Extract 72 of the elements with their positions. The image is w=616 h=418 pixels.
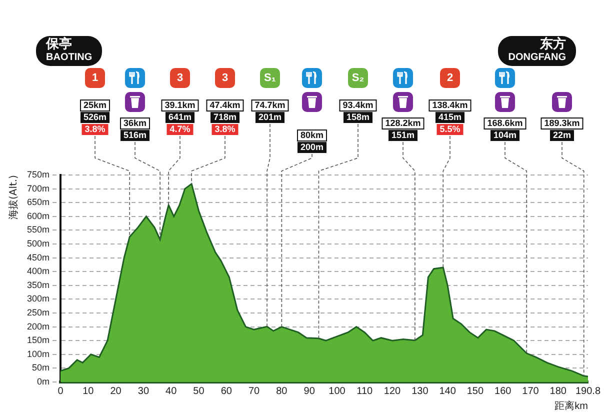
text: 39.1km — [164, 100, 196, 110]
text: 168.6km — [487, 118, 523, 128]
sprint-icon: S₂ — [348, 68, 368, 88]
text: 74.7km — [254, 100, 286, 110]
text: 25km — [83, 100, 107, 110]
annotation: 516m — [123, 130, 147, 140]
y-tick-label: 450m — [27, 252, 50, 262]
y-tick-label: 300m — [27, 294, 50, 304]
annotation: 5.5% — [440, 124, 460, 134]
y-axis-title: 海拔(Alt.) — [8, 174, 20, 220]
mountain-icon: 3 — [215, 68, 235, 88]
sprint-icon: S₁ — [260, 68, 280, 88]
x-tick-label: 70 — [248, 386, 260, 397]
text: 189.3km — [544, 118, 580, 128]
mountain-icon: 3 — [170, 68, 190, 88]
x-tick-label: 20 — [110, 386, 122, 397]
x-tick-label: 180 — [550, 386, 567, 397]
place-sign: 保亭 BAOTING — [36, 36, 102, 66]
y-tick-label: 400m — [27, 266, 50, 276]
x-tick-label: 80 — [276, 386, 288, 397]
x-tick-label: 90 — [304, 386, 316, 397]
y-tick-label: 150m — [27, 335, 50, 346]
x-tick-label: 60 — [220, 386, 232, 397]
text: 138.4km — [432, 100, 468, 110]
annotation: 4.7% — [170, 124, 190, 134]
mountain-icon: 2 — [440, 68, 460, 88]
x-tick-label: 30 — [138, 386, 150, 397]
x-tick-label: 0 — [58, 386, 64, 397]
annotation: 22m — [552, 130, 572, 140]
annotation: 104m — [493, 130, 517, 140]
annotation: 3.8% — [214, 124, 236, 134]
x-tick-label: 140 — [439, 386, 456, 397]
y-tick-label: 350m — [27, 280, 50, 290]
x-tick-label: 10 — [82, 386, 94, 397]
y-tick-label: 750m — [27, 169, 50, 180]
text: 80km — [300, 130, 324, 140]
text: 93.4km — [342, 100, 374, 110]
y-tick-label: 700m — [27, 183, 50, 194]
text: 128.2km — [385, 118, 421, 128]
x-tick-label: 120 — [384, 386, 402, 397]
annotation: 201m — [258, 112, 282, 122]
x-tick-label: 130 — [412, 386, 429, 397]
mountain-icon: 1 — [85, 68, 105, 88]
x-tick-label: 110 — [356, 386, 374, 397]
text: 36km — [123, 118, 147, 128]
x-tick-label: 50 — [193, 386, 205, 397]
annotation: 151m — [391, 130, 415, 140]
y-tick-label: 200m — [27, 321, 50, 332]
annotation: 3.8% — [84, 124, 106, 134]
y-tick-label: 50m — [32, 362, 50, 373]
x-tick-label: 40 — [166, 386, 178, 397]
y-tick-label: 600m — [27, 210, 50, 221]
y-tick-label: 250m — [27, 307, 50, 318]
text: 718m — [213, 112, 237, 122]
x-tick-label: 190.8 — [575, 386, 601, 397]
text: 641m — [168, 112, 192, 122]
y-tick-label: 500m — [27, 238, 50, 248]
y-tick-label: 650m — [27, 197, 50, 208]
annotation: 200m — [300, 142, 324, 152]
x-tick-label: 170 — [522, 386, 540, 397]
x-tick-label: 160 — [494, 386, 512, 397]
x-axis-title: 距离km — [554, 400, 588, 412]
annotation: 158m — [346, 112, 370, 122]
text: 526m — [83, 112, 107, 122]
place-sign: 东方 DONGFANG — [498, 36, 576, 66]
text: 415m — [438, 112, 462, 122]
x-tick-label: 100 — [328, 386, 346, 397]
y-tick-label: 100m — [27, 348, 50, 359]
y-tick-label: 0m — [37, 376, 50, 386]
text: 47.4km — [210, 100, 240, 110]
x-tick-label: 150 — [466, 386, 484, 397]
y-tick-label: 550m — [27, 224, 50, 235]
